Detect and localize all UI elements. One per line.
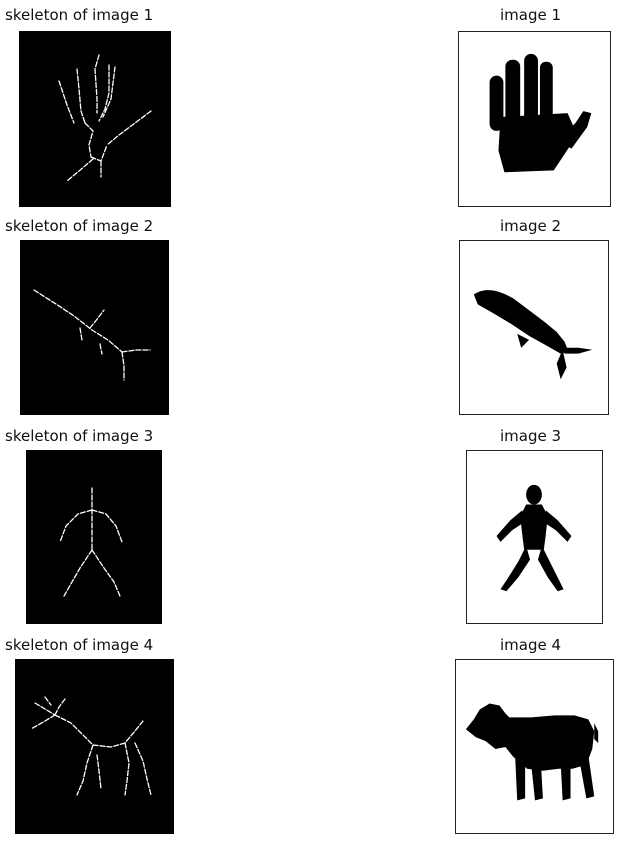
- skeleton-title-4: skeleton of image 4: [5, 636, 154, 654]
- image-title-1: image 1: [500, 6, 562, 24]
- image-panel-2: [459, 240, 609, 415]
- cow-skeleton: [30, 696, 152, 796]
- image-panel-3: [466, 450, 603, 624]
- image-title-2: image 2: [500, 217, 562, 235]
- shark-silhouette: [473, 290, 593, 380]
- cow-silhouette: [465, 703, 599, 801]
- image-title-4: image 4: [500, 636, 562, 654]
- image-title-3: image 3: [500, 427, 562, 445]
- image-panel-1: [458, 31, 611, 207]
- skeleton-title-1: skeleton of image 1: [5, 6, 154, 24]
- skeleton-panel-4: [15, 659, 174, 834]
- hand-skeleton: [58, 54, 152, 182]
- human-skeleton: [59, 487, 123, 597]
- human-silhouette: [496, 484, 572, 592]
- skeleton-title-2: skeleton of image 2: [5, 217, 154, 235]
- hand-silhouette: [489, 53, 592, 173]
- shark-skeleton: [33, 289, 151, 381]
- skeleton-panel-3: [26, 450, 162, 624]
- skeleton-panel-2: [20, 240, 169, 415]
- skeleton-panel-1: [19, 31, 171, 207]
- skeleton-title-3: skeleton of image 3: [5, 427, 154, 445]
- image-panel-4: [455, 659, 614, 834]
